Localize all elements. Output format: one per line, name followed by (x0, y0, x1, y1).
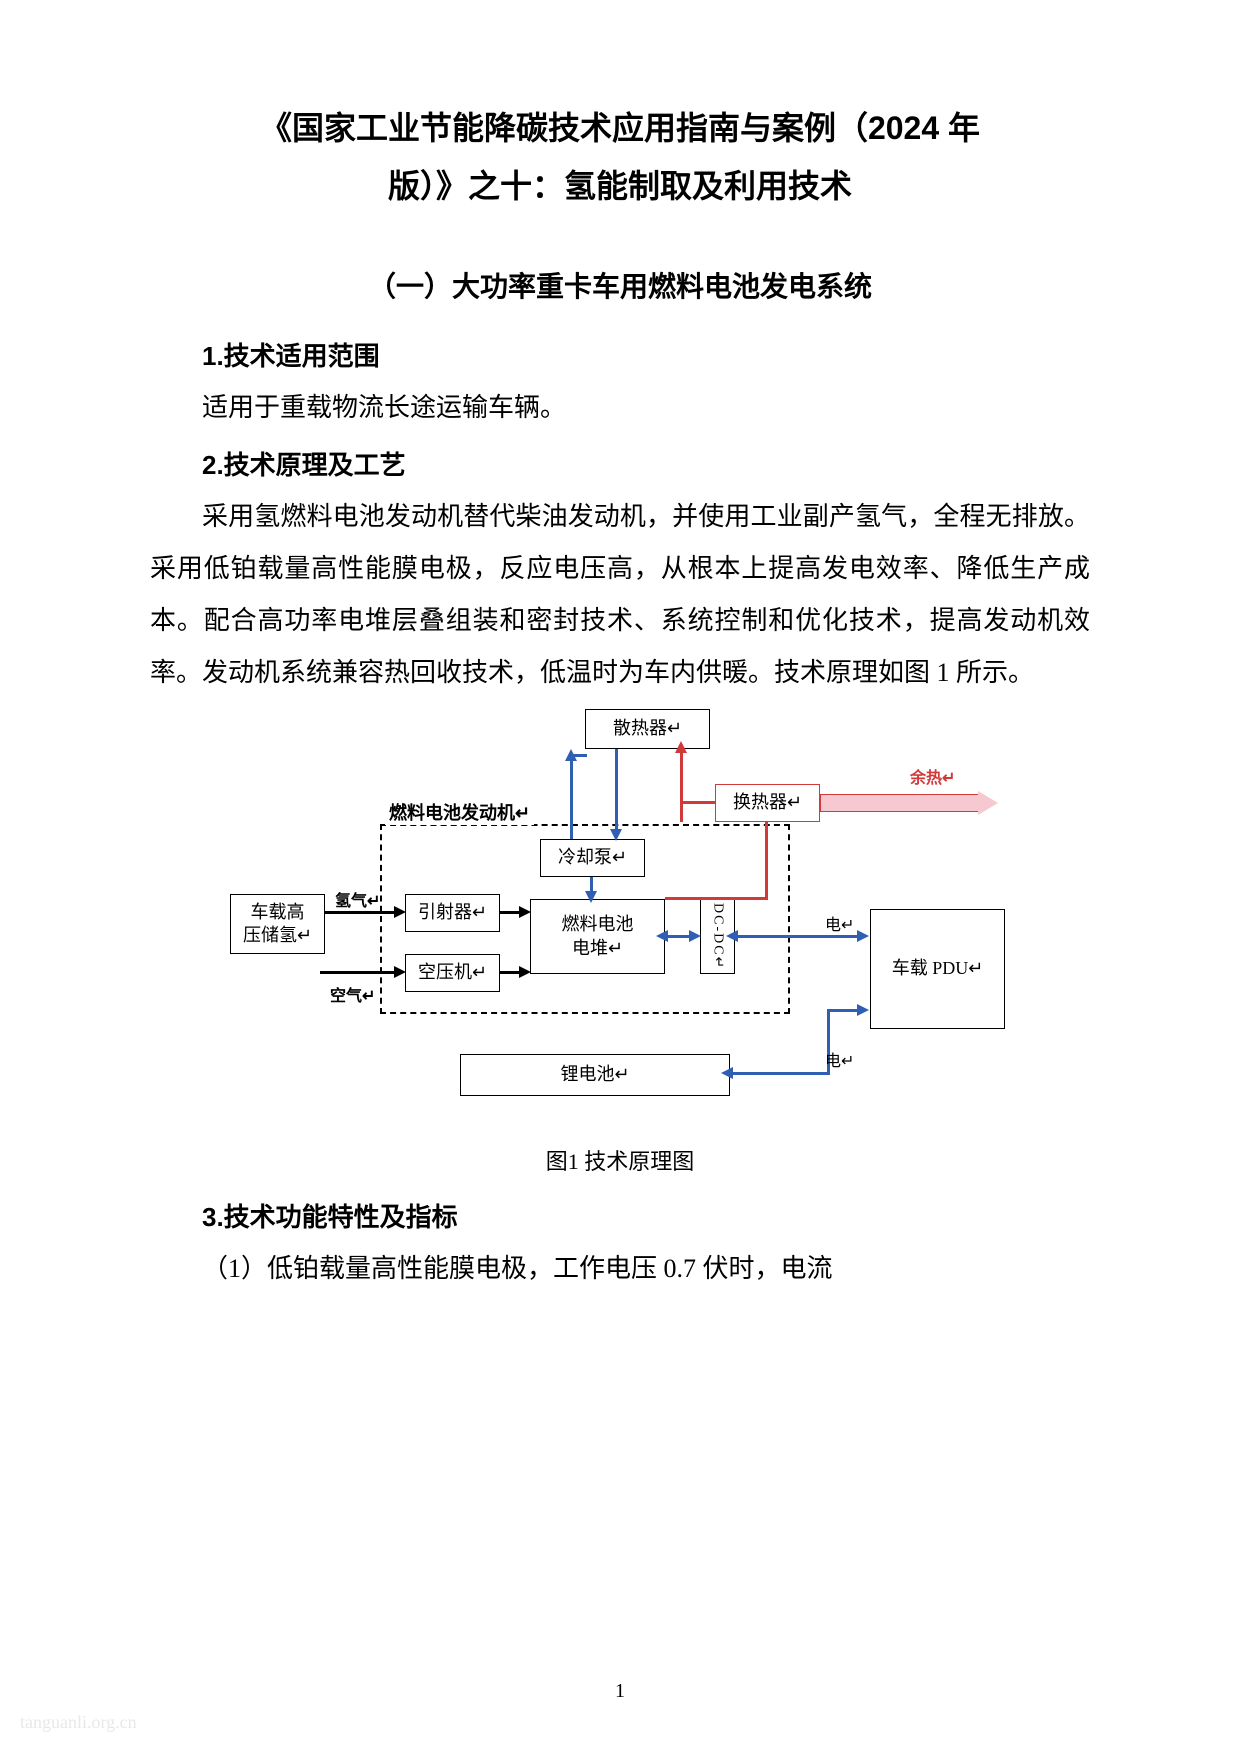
heading-3: 3.技术功能特性及指标 (150, 1191, 1090, 1243)
arrowhead-pdu-battery (721, 1067, 733, 1079)
paragraph-1: 适用于重载物流长途运输车辆。 (150, 382, 1090, 434)
arrow-h2 (325, 911, 397, 914)
node-pdu: 车载 PDU↵ (870, 909, 1005, 1029)
node-storage: 车载高 压储氢↵ (230, 894, 325, 954)
flowchart-diagram: 燃料电池发动机↵ 散热器↵ 换热器↵ 冷却泵↵ 车载高 压储氢↵ 引射器↵ 空压… (230, 709, 1010, 1129)
arrow-waste-heat (820, 794, 980, 812)
arrowhead-h2 (394, 906, 406, 918)
arrowhead-waste-heat (978, 791, 998, 815)
arrowhead-coolpump-stack (585, 891, 597, 903)
title-line-1: 《国家工业节能降碳技术应用指南与案例（2024 年 (260, 110, 980, 146)
node-radiator: 散热器↵ (585, 709, 710, 749)
node-compressor: 空压机↵ (405, 954, 500, 992)
arrowhead-dcdc-pdu-l (726, 930, 738, 942)
label-waste-heat: 余热↵ (910, 764, 955, 788)
arrowhead-dcdc-pdu-r (857, 930, 869, 942)
label-h2: 氢气↵ (335, 887, 380, 911)
arrowhead-stack-dcdc-r (689, 930, 701, 942)
paragraph-2: 采用氢燃料电池发动机替代柴油发动机，并使用工业副产氢气，全程无排放。采用低铂载量… (150, 491, 1090, 699)
arrow-air (320, 971, 397, 974)
heading-2: 2.技术原理及工艺 (150, 439, 1090, 491)
engine-label: 燃料电池发动机↵ (385, 799, 534, 825)
heading-1: 1.技术适用范围 (150, 330, 1090, 382)
arrowhead-battery-pdu (857, 1004, 869, 1016)
label-elec1: 电↵ (825, 911, 854, 935)
node-cool-pump: 冷却泵↵ (540, 839, 645, 877)
arrow-red-hex-down (765, 822, 768, 899)
arrow-dcdc-pdu (735, 935, 860, 938)
arrowhead-radiator-down (610, 829, 622, 841)
watermark: tanguanli.org.cn (20, 1712, 137, 1733)
arrow-red-to-hex (680, 801, 715, 804)
figure-caption: 图1 技术原理图 (546, 1144, 695, 1176)
title-line-2: 版）》之十：氢能制取及利用技术 (388, 168, 852, 204)
node-ejector: 引射器↵ (405, 894, 500, 932)
page-title: 《国家工业节能降碳技术应用指南与案例（2024 年 版）》之十：氢能制取及利用技… (150, 100, 1090, 215)
arrowhead-stack-dcdc-l (656, 930, 668, 942)
arrowhead-compressor-stack (519, 966, 531, 978)
arrowhead-red-up (675, 741, 687, 753)
label-elec2: 电↵ (825, 1047, 854, 1071)
arrow-red-hex-stack (665, 897, 768, 900)
section-subtitle: （一）大功率重卡车用燃料电池发电系统 (150, 265, 1090, 305)
label-air: 空气↵ (330, 982, 375, 1006)
page-number: 1 (0, 1680, 1240, 1703)
paragraph-3: （1）低铂载量高性能膜电极，工作电压 0.7 伏时，电流 (150, 1243, 1090, 1295)
figure-1: 燃料电池发动机↵ 散热器↵ 换热器↵ 冷却泵↵ 车载高 压储氢↵ 引射器↵ 空压… (150, 709, 1090, 1176)
node-stack: 燃料电池 电堆↵ (530, 899, 665, 974)
arrow-blue-h1 (570, 754, 587, 757)
arrow-red-up (680, 749, 683, 822)
arrow-battery-pdu-h2 (827, 1009, 860, 1012)
arrow-battery-pdu-h (730, 1072, 830, 1075)
arrowhead-air (394, 966, 406, 978)
node-hex: 换热器↵ (715, 784, 820, 822)
arrowhead-ejector-stack (519, 906, 531, 918)
arrow-coolpump-up (570, 757, 573, 839)
node-battery: 锂电池↵ (460, 1054, 730, 1096)
arrow-radiator-down (615, 749, 618, 837)
